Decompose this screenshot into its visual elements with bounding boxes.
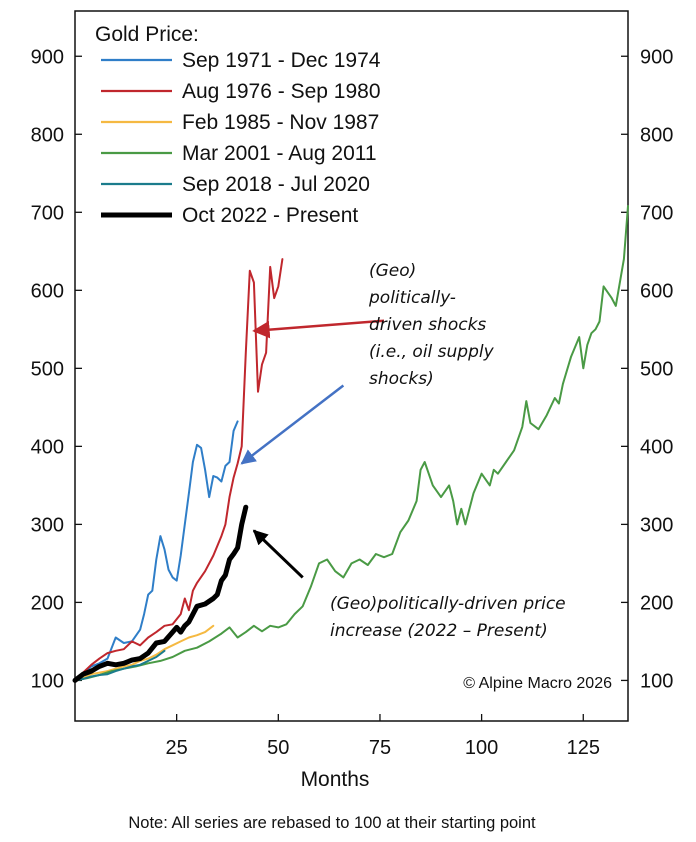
annotation-line: driven shocks bbox=[369, 315, 486, 335]
y-tick-label-left: 400 bbox=[31, 436, 64, 458]
legend-label: Feb 1985 - Nov 1987 bbox=[182, 111, 379, 134]
y-tick-label-left: 100 bbox=[31, 670, 64, 692]
x-tick-label: 125 bbox=[567, 737, 600, 759]
legend-label: Mar 2001 - Aug 2011 bbox=[182, 142, 377, 165]
annotation-arrows bbox=[240, 319, 385, 579]
x-axis-label: Months bbox=[301, 768, 370, 791]
y-tick-label-right: 700 bbox=[640, 202, 673, 224]
y-tick-label-left: 300 bbox=[31, 514, 64, 536]
y-tick-label-right: 600 bbox=[640, 280, 673, 302]
y-tick-label-right: 500 bbox=[640, 358, 673, 380]
annotation-line: shocks) bbox=[369, 369, 434, 389]
annotation-line: increase (2022 – Present) bbox=[330, 621, 548, 641]
legend-label: Sep 2018 - Jul 2020 bbox=[182, 173, 370, 196]
annotation-line: (Geo) bbox=[369, 261, 416, 281]
y-axis-left: 100 200 300 400 500 600 700 800 900 bbox=[31, 46, 82, 692]
y-tick-label-right: 300 bbox=[640, 514, 673, 536]
y-tick-label-left: 700 bbox=[31, 202, 64, 224]
x-axis: 25 50 75 100 125 bbox=[166, 714, 600, 759]
y-tick-label-left: 500 bbox=[31, 358, 64, 380]
legend-label: Oct 2022 - Present bbox=[182, 204, 358, 227]
copyright-text: © Alpine Macro 2026 bbox=[463, 675, 612, 692]
annotation-arrow bbox=[252, 529, 304, 579]
annotation-2022-present: (Geo)politically-driven price increase (2… bbox=[330, 594, 566, 641]
y-tick-label-right: 100 bbox=[640, 670, 673, 692]
y-tick-label-left: 900 bbox=[31, 46, 64, 68]
series-line-feb-1985-nov-1987 bbox=[74, 624, 215, 682]
note-text: Note: All series are rebased to 100 at t… bbox=[128, 814, 536, 832]
legend-label: Aug 1976 - Sep 1980 bbox=[182, 80, 381, 103]
y-tick-label-right: 400 bbox=[640, 436, 673, 458]
legend-title: Gold Price: bbox=[95, 23, 199, 46]
plot-frame bbox=[74, 10, 629, 722]
y-tick-label-right: 900 bbox=[640, 46, 673, 68]
annotation-line: politically- bbox=[368, 288, 456, 308]
series-lines bbox=[72, 205, 629, 683]
annotation-arrow bbox=[240, 384, 345, 465]
x-tick-label: 100 bbox=[465, 737, 498, 759]
y-tick-label-left: 800 bbox=[31, 124, 64, 146]
y-tick-label-right: 800 bbox=[640, 124, 673, 146]
y-tick-label-left: 200 bbox=[31, 592, 64, 614]
annotation-line: (Geo)politically-driven price bbox=[330, 594, 566, 614]
legend: Gold Price: Sep 1971 - Dec 1974 Aug 1976 … bbox=[95, 23, 381, 227]
annotation-oil-shocks: (Geo) politically-driven shocks (i.e., oil… bbox=[368, 261, 495, 389]
y-tick-label-right: 200 bbox=[640, 592, 673, 614]
x-tick-label: 25 bbox=[166, 737, 188, 759]
series-line-oct-2022-present bbox=[72, 504, 249, 683]
annotation-line: (i.e., oil supply bbox=[369, 342, 495, 362]
series-line-mar-2001-aug-2011 bbox=[74, 205, 629, 682]
series-line-sep-1971-dec-1974 bbox=[74, 420, 239, 682]
annotation-arrow bbox=[252, 319, 385, 339]
series-line-sep-2018-jul-2020 bbox=[74, 649, 166, 682]
x-tick-label: 50 bbox=[267, 737, 289, 759]
legend-label: Sep 1971 - Dec 1974 bbox=[182, 49, 381, 72]
x-tick-label: 75 bbox=[369, 737, 391, 759]
series-line-aug-1976-sep-1980 bbox=[74, 258, 284, 682]
y-axis-right: 100 200 300 400 500 600 700 800 900 bbox=[621, 46, 673, 692]
y-tick-label-left: 600 bbox=[31, 280, 64, 302]
